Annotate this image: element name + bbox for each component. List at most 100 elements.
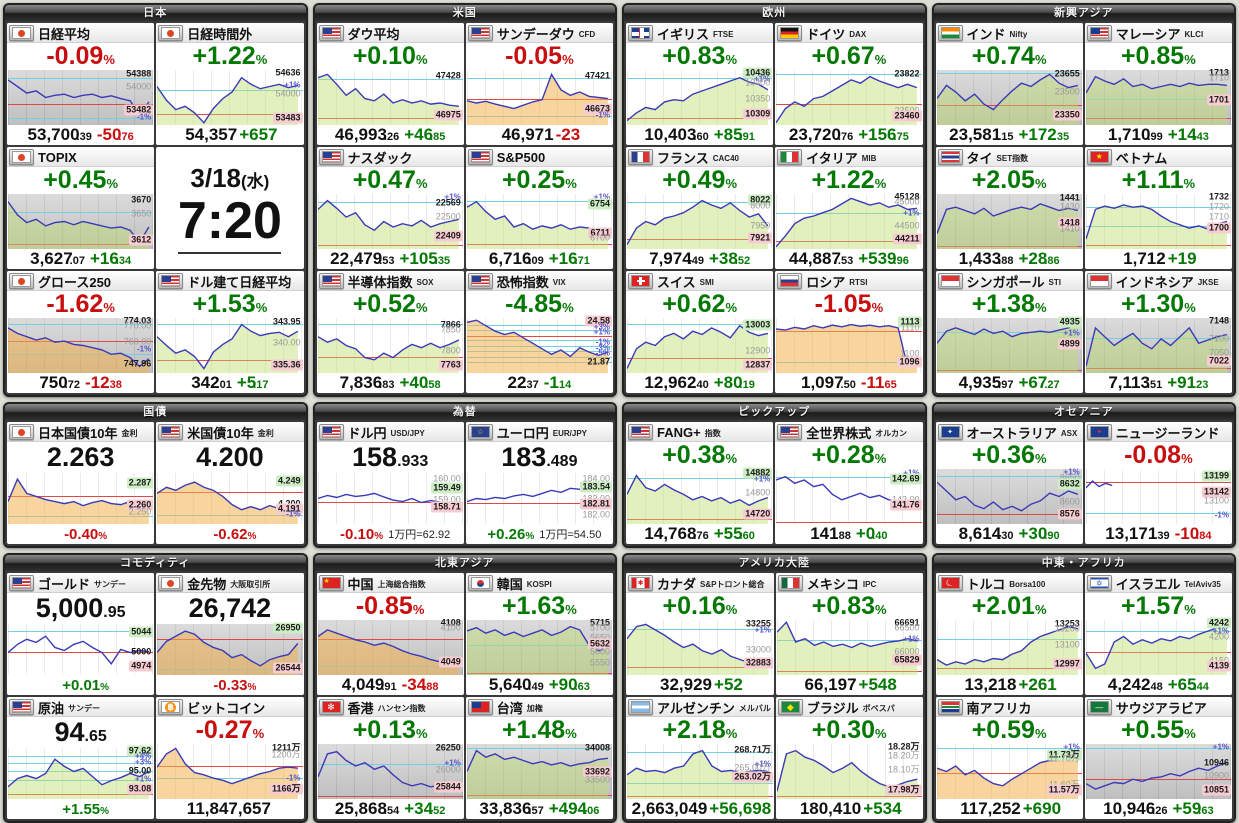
market-card[interactable]: イスラエル TelAviv35 +1.57% 4242+1%4200 415041… xyxy=(1084,573,1232,695)
market-card[interactable]: インドネシア JKSE +1.30% 7148 7100 7050 7022 7,11… xyxy=(1084,271,1232,393)
flag-tab xyxy=(777,273,803,289)
sparkline-chart: 1211万 1200万 -1% 1166万 xyxy=(157,743,303,799)
market-card[interactable]: 日経時間外 +1.22% 54636 +1% 54000 53483 54,357 +… xyxy=(156,23,304,145)
flag-tab xyxy=(628,25,653,41)
market-card[interactable]: ユーロ円 EUR/JPY % 183.489 184.00183.54183.0… xyxy=(465,422,613,544)
card-footer: -0.62% xyxy=(156,524,303,544)
chart-axis-label: 4.249 xyxy=(275,475,303,487)
chart-axis-label: 335.36 xyxy=(270,359,303,371)
chart-axis-label: 6711 xyxy=(588,227,612,238)
country-flag-icon xyxy=(1089,426,1109,438)
market-card[interactable]: イギリス FTSE +0.83% 10436 +1% 10400 10350 10309… xyxy=(626,23,774,145)
market-card[interactable]: メキシコ IPC +0.83% 66691 66500 +1% 66000 65829 … xyxy=(775,573,923,695)
market-card[interactable]: FANG+ 指数 +0.38% 14882 +1% 14800 14720 14,76… xyxy=(626,422,774,544)
chart-axis-label: 26950 xyxy=(273,622,303,634)
chart-axis-label: 23822 xyxy=(894,68,920,79)
market-card[interactable]: イタリア MIB +1.22% 45128 45000 +1% 44500 44211 … xyxy=(775,147,923,269)
market-card[interactable]: シンガポール STI +1.38% 4935 +1% 4899 4,935.97 +… xyxy=(935,271,1083,393)
chart-axis-label: +1% xyxy=(754,759,771,769)
market-card[interactable]: ロシア RTSI -1.05% 1113 1110 1100 1096 1,097.5… xyxy=(775,271,923,393)
market-card[interactable]: TOPIX +0.45% 3670 3650 3612 3,627.07 +16.3… xyxy=(7,147,155,269)
market-card[interactable]: ダウ平均 +0.10% 47428 46975 46,993.26 +46.85 … xyxy=(316,23,464,145)
market-card[interactable]: 香港 ハンセン指数 +0.13% 26250 +1%26000 25844 25,8… xyxy=(316,697,464,819)
market-card[interactable]: 全世界株式 オルカン +0.28% +1%142.69142.00141.76 … xyxy=(775,422,923,544)
current-value: 25,868.54 xyxy=(334,799,400,818)
chart-axis-label: 18.10万 xyxy=(887,764,920,775)
chart-axis-label: 44211 xyxy=(892,233,922,245)
percent-change: +0.49% xyxy=(662,166,738,194)
chart-axis-label: 343.95 xyxy=(272,316,301,327)
card-header: ドル建て日経平均 xyxy=(156,271,304,291)
flag-tab xyxy=(777,699,803,715)
chart-axis-label: 7921 xyxy=(748,232,773,244)
market-card[interactable]: ナスダック +0.47% +1% 22569 22500 22409 22,479.5… xyxy=(316,147,464,269)
band-line xyxy=(466,324,612,326)
card-header: イギリス FTSE xyxy=(626,23,774,43)
country-flag-icon xyxy=(12,701,31,713)
percent-change: +0.38% xyxy=(662,441,738,469)
chart-axis-label: 12837 xyxy=(743,359,773,371)
chart-axis-label: 1713 xyxy=(1208,67,1229,78)
market-card[interactable]: 台湾 加権 +1.48% 34008 33692 33500 33,836.57 +… xyxy=(465,697,613,819)
chart-axis-label: 159.00 xyxy=(433,494,461,505)
card-header: 南アフリカ xyxy=(935,697,1083,717)
section-title: 新興アジア xyxy=(933,5,1234,21)
chart-axis-label: 44500 xyxy=(894,220,920,231)
index-name: ニュージーランド xyxy=(1115,425,1220,441)
current-value: 750.72 xyxy=(39,373,81,392)
market-card[interactable]: 恐怖指数 VIX -4.85% 24.58 +3% +1% -1% -3% -5% 21.8… xyxy=(465,271,613,393)
market-card[interactable]: サウジアラビア +0.55% +1% 10946 10900 10851 10,946… xyxy=(1084,697,1232,819)
market-card[interactable]: カナダ S&Pトロント総合 +0.16% 33255+1%3300032883 … xyxy=(626,573,774,695)
market-card[interactable]: サンデーダウ CFD -0.05% 47421 46673 -1% 46,971 -… xyxy=(465,23,613,145)
chart-axis-label: 54636 xyxy=(275,67,301,78)
sparkline-chart: +1%142.69142.00141.76 xyxy=(776,469,922,524)
market-card[interactable]: インド Nifty +0.74% 23655 23500 23350 23,581.… xyxy=(935,23,1083,145)
reference-line xyxy=(8,104,154,106)
clock-divider xyxy=(178,251,282,254)
sparkline-chart: 268.71万 +1% 265.00万 263.02万 xyxy=(627,744,773,799)
market-card[interactable]: ドイツ DAX +0.67% 23822 2350023460 23,720.76… xyxy=(775,23,923,145)
chart-axis-label: 18.20万 xyxy=(887,750,920,761)
chart-axis-label: 54000 xyxy=(126,81,152,91)
market-card[interactable]: ドル建て日経平均 +1.53% 343.95 340.00 335.36 342.0… xyxy=(156,271,304,393)
market-card[interactable]: 半導体指数 SOX +0.52% 7866 7850 7800 7763 7,836.… xyxy=(316,271,464,393)
market-card[interactable]: アルゼンチン メルバル +2.18% 268.71万 +1% 265.00万 263.… xyxy=(626,697,774,819)
card-header: ナスダック xyxy=(316,147,464,167)
market-card[interactable]: スイス SMI +0.62% 13003 12900 12837 12,962.40… xyxy=(626,271,774,393)
card-footer: 33,836.57 +494.06 % xyxy=(466,799,613,819)
sparkline-chart: 18.28万 18.20万 18.10万 17.98万 xyxy=(776,742,922,799)
market-card[interactable]: グロース250 -1.62% 774.03 770.00 760.00 -1% 747.… xyxy=(7,271,155,393)
card-footer: 53,700.39 -50.76 % xyxy=(7,125,154,145)
sparkline-chart: 54636 +1% 54000 53483 xyxy=(157,67,303,125)
market-card[interactable]: フランス CAC40 +0.49% 8022 8000 7950 7921 7,974… xyxy=(626,147,774,269)
market-card[interactable]: タイ SET指数 +2.05% 1441 1430 1418 1410 1,433.8… xyxy=(935,147,1083,269)
market-card[interactable]: 原油 サンデー % 94.65 97.62+4%+3%95.00+1%93.08… xyxy=(7,697,155,819)
card-header: TOPIX xyxy=(7,147,155,167)
market-card[interactable]: 韓国 KOSPI +1.63% 5715 5700 5650 5632 5600 5550… xyxy=(465,573,613,695)
index-name: 南アフリカ xyxy=(966,700,1032,716)
market-card[interactable]: マレーシア KLCI +0.85% 1713 1710 1701 1,710.99 … xyxy=(1084,23,1232,145)
current-value: 1,097.50 xyxy=(800,373,856,392)
market-section: 米国 ダウ平均 +0.10% 47428 46975 46,993.26 +46.… xyxy=(312,3,617,397)
chart-axis-label: 1430 xyxy=(1059,201,1080,212)
value-change: +548 xyxy=(858,675,897,694)
sparkline-chart: 47428 46975 xyxy=(317,70,463,125)
flag-tab xyxy=(937,575,963,591)
market-card[interactable]: S&P500 +0.25% +1% 6754 6711 6700 6,716.09 +… xyxy=(465,147,613,269)
market-card[interactable]: ドル円 USD/JPY % 158.933 160.00159.49159.00… xyxy=(316,422,464,544)
market-card[interactable]: 日経平均 -0.09% 54388 54000 53482 -1% 53,700.39… xyxy=(7,23,155,145)
country-flag-icon xyxy=(470,701,490,713)
value-change: +534 xyxy=(863,799,902,818)
